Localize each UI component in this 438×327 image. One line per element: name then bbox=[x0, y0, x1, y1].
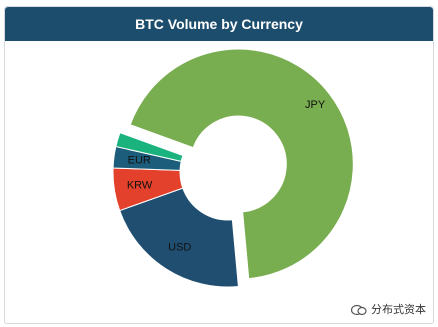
watermark-text: 分布式资本 bbox=[371, 303, 426, 316]
pie-slice bbox=[115, 132, 184, 162]
watermark: 分布式资本 bbox=[350, 301, 426, 317]
slice-label: KRW bbox=[127, 180, 153, 192]
title-bar: BTC Volume by Currency bbox=[5, 7, 433, 41]
chart-title: BTC Volume by Currency bbox=[135, 16, 303, 32]
watermark-icon bbox=[350, 304, 367, 316]
pie-slice bbox=[129, 48, 354, 280]
slice-label: EUR bbox=[128, 154, 151, 166]
slice-label: USD bbox=[168, 241, 191, 253]
slice-label: JPY bbox=[305, 99, 326, 111]
pie-slice bbox=[119, 187, 239, 288]
